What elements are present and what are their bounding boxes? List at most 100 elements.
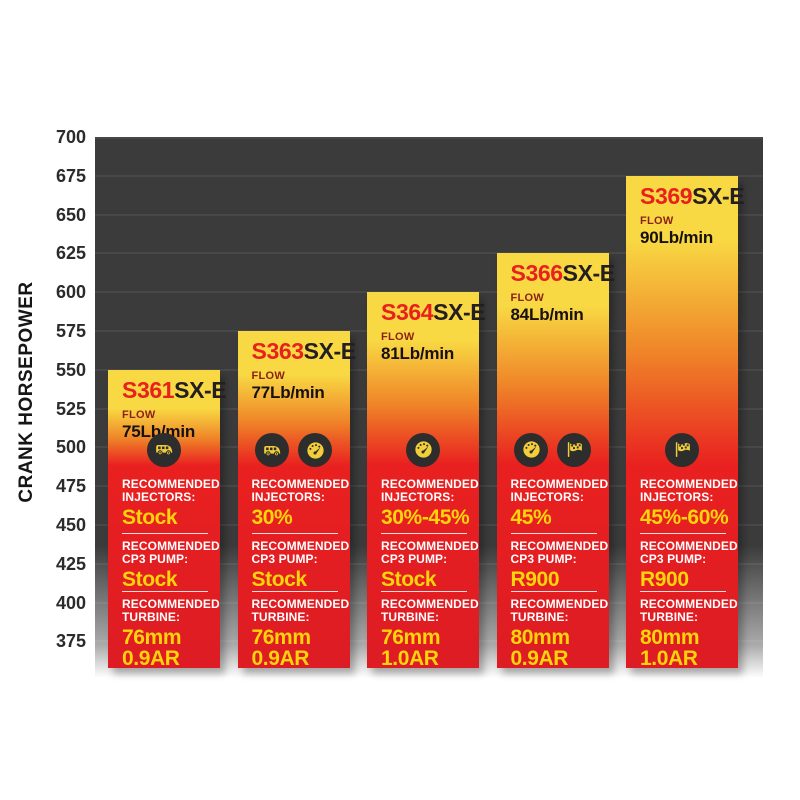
cp3-pump-value-line: R900 [640,567,689,591]
flow-label: FLOW [510,292,545,305]
rv-icon [147,432,181,467]
gridline-675 [95,174,763,177]
cp3-pump-label: RECOMMENDED CP3 PUMP: [122,538,220,567]
injectors-label: RECOMMENDED INJECTORS: [381,476,479,505]
turbine-value-line: 80mm [510,625,571,649]
flow-value: 75Lb/min [122,421,196,441]
flow-label: FLOW [640,214,674,227]
cp3-pump-value: Stock [122,569,216,590]
model-name: S366SX-E [510,260,616,287]
turbine-value-line: 80mm [640,625,700,649]
gauge-icon [298,433,332,467]
injectors-label: RECOMMENDED INJECTORS: [122,476,220,505]
injectors-section: RECOMMENDED INJECTORS: 45%-60% [640,476,738,528]
y-tick-575: 575 [55,321,86,341]
model-name: S361SX-E [122,376,227,403]
model-name: S363SX-E [252,340,357,363]
turbine-value-line: 76mm [381,625,441,649]
flag-icon [557,432,591,467]
divider [251,533,338,534]
bar-s361: S361SX-E FLOW 75Lb/min RECOMMENDED INJECTOR… [108,369,227,671]
divider [640,590,726,592]
turbine-value-line: 1.0AR [381,647,439,671]
injectors-value: 30%-45% [381,507,475,528]
bar-header: S369SX-E FLOW 90Lb/min [640,182,745,248]
gridline-700 [95,137,763,139]
injectors-value-line: 30%-45% [381,505,470,529]
injectors-section: RECOMMENDED INJECTORS: Stock [122,476,220,528]
turbine-section: RECOMMENDED TURBINE: 80mm 0.9AR [510,596,609,671]
bar-s364: S364SX-E FLOW 81Lb/min RECOMMENDED INJECTOR… [367,292,486,671]
flow-label: FLOW [122,408,156,421]
cp3-pump-label: RECOMMENDED CP3 PUMP: [251,539,350,567]
gridline-650 [95,213,763,216]
divider [251,591,338,592]
cp3-pump-value-line: Stock [122,567,178,591]
y-axis-title: CRANK HORSEPOWER [16,281,37,503]
cp3-pump-value: Stock [381,569,475,590]
model-number: S366 [510,260,564,287]
turbine-label: RECOMMENDED TURBINE: [122,596,220,625]
cp3-pump-value: Stock [252,569,346,590]
turbine-section: RECOMMENDED TURBINE: 80mm 1.0AR [640,596,738,669]
injectors-value-line: Stock [122,505,178,529]
y-tick-700: 700 [55,127,86,147]
gauge-icon [514,432,548,467]
divider [381,590,467,592]
cp3-pump-section: RECOMMENDED CP3 PUMP: R900 [510,538,609,590]
injectors-value: 45%-60% [640,507,734,528]
bar-s369: S369SX-E FLOW 90Lb/min RECOMMENDED INJECTOR… [626,175,745,670]
rv-icon [255,433,289,467]
turbine-label: RECOMMENDED TURBINE: [640,596,738,625]
cp3-pump-label: RECOMMENDED CP3 PUMP: [510,538,609,567]
model-number: S369 [640,182,693,209]
cp3-pump-value-line: Stock [381,567,437,591]
cp3-pump-value: R900 [640,569,734,590]
model-number: S361 [122,376,175,403]
turbine-value-line: 0.9AR [251,647,310,671]
injectors-value-line: 30% [251,505,293,529]
cp3-pump-section: RECOMMENDED CP3 PUMP: R900 [640,538,738,590]
injectors-value-line: 45% [510,505,552,529]
divider [510,532,597,534]
turbine-label: RECOMMENDED TURBINE: [251,597,350,625]
flow-label: FLOW [251,370,286,382]
turbine-value-line: 0.9AR [510,647,569,671]
turbine-section: RECOMMENDED TURBINE: 76mm 0.9AR [251,597,350,671]
model-series: SX-E [692,182,745,209]
icon-row [497,432,609,467]
flow-value: 90Lb/min [640,227,714,247]
divider [122,590,208,592]
injectors-label: RECOMMENDED INJECTORS: [640,476,738,505]
turbine-value-line: 76mm [251,625,312,649]
injectors-section: RECOMMENDED INJECTORS: 45% [511,477,609,528]
model-series: SX-E [433,299,486,326]
cp3-pump-section: RECOMMENDED CP3 PUMP: Stock [381,539,479,590]
injectors-value: Stock [122,507,216,528]
turbine-value: 80mm 0.9AR [510,625,605,671]
icon-row [626,432,738,467]
flow-value: 77Lb/min [251,383,325,402]
flow-value: 84Lb/min [510,305,584,325]
flow-value: 81Lb/min [381,344,455,364]
y-tick-500: 500 [55,437,86,458]
cp3-pump-section: RECOMMENDED CP3 PUMP: Stock [122,538,220,590]
y-tick-425: 425 [55,553,86,574]
turbine-section: RECOMMENDED TURBINE: 76mm 1.0AR [381,597,479,671]
model-name: S369SX-E [640,182,745,209]
divider [381,532,467,534]
cp3-pump-value-line: Stock [251,567,308,591]
y-tick-625: 625 [55,243,86,264]
turbine-label: RECOMMENDED TURBINE: [510,596,609,625]
y-tick-550: 550 [55,359,86,380]
turbine-value-line: 0.9AR [122,647,180,671]
flag-icon [665,432,699,467]
y-tick-475: 475 [55,476,86,497]
injectors-value: 45% [511,507,605,528]
model-name: S364SX-E [381,301,486,324]
y-tick-675: 675 [55,165,86,186]
divider [640,532,726,534]
y-tick-450: 450 [55,515,86,535]
cp3-pump-label: RECOMMENDED CP3 PUMP: [640,538,738,567]
